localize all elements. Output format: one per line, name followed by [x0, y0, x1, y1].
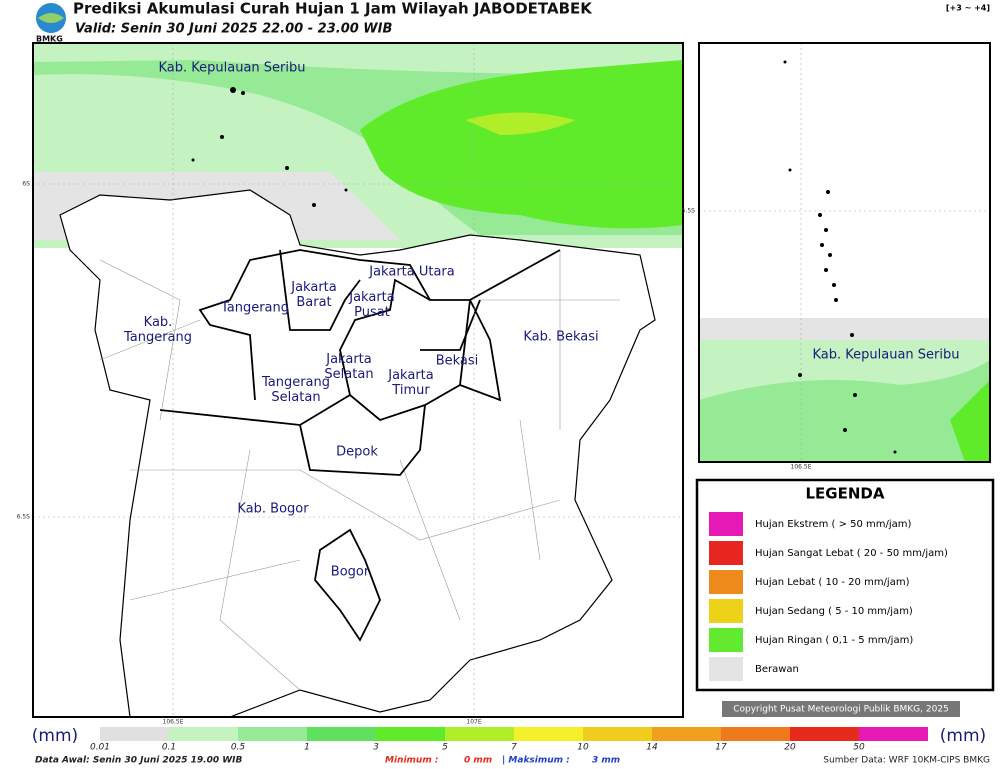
colorbar-segment: [238, 727, 307, 741]
legend-label: Hujan Lebat ( 10 - 20 mm/jam): [755, 577, 910, 588]
colorbar-segment: [100, 727, 169, 741]
region-label: Jakarta Selatan: [324, 352, 373, 382]
min-value: 0 mm: [464, 756, 492, 766]
legend-label: Hujan Ekstrem ( > 50 mm/jam): [755, 519, 912, 530]
region-label: Jakarta Pusat: [348, 290, 394, 320]
inset-frame: [698, 42, 991, 463]
region-label: Bogor: [331, 565, 370, 580]
colorbar-segment: [169, 727, 238, 741]
inset-axis-label: 5.5S: [682, 208, 696, 215]
max-value: 3 mm: [592, 756, 620, 766]
colorbar-segment: [445, 727, 514, 741]
source: Sumber Data: WRF 10KM-CIPS BMKG: [823, 756, 990, 766]
map-frame: [32, 42, 684, 718]
legend-label: Berawan: [755, 664, 799, 675]
legend-swatch: [709, 599, 743, 623]
axis-label: 107E: [466, 719, 481, 726]
inset-map: [698, 42, 991, 463]
colorbar-segment: [652, 727, 721, 741]
colorbar-tick-label: 3: [373, 743, 379, 753]
colorbar-tick-label: 0.1: [162, 743, 176, 753]
copyright: Copyright Pusat Meteorologi Publik BMKG,…: [733, 705, 949, 715]
graticule: [33, 43, 683, 717]
axis-label: 106.5E: [163, 719, 184, 726]
logo-shape: [38, 13, 64, 23]
unit-right: (mm): [940, 726, 986, 746]
region-label: Tangerang Selatan: [261, 375, 330, 405]
colorbar-segment: [376, 727, 445, 741]
colorbar-segment: [790, 727, 859, 741]
legend-swatch: [709, 512, 743, 536]
axis-label: 6.5S: [17, 514, 31, 521]
inset-cloud: [699, 318, 990, 340]
region-label: Kab. Tangerang: [123, 315, 192, 345]
region-label: Bekasi: [436, 354, 479, 369]
region-label: Jakarta Barat: [290, 280, 336, 310]
colorbar-tick-label: 20: [784, 743, 796, 753]
region-label: Kab. Bekasi: [523, 330, 598, 345]
region-label: Jakarta Timur: [387, 368, 433, 398]
colorbar-segment: [721, 727, 790, 741]
inset-rain-mid: [699, 360, 990, 462]
legend-label: Hujan Ringan ( 0,1 - 5 mm/jam): [755, 635, 913, 646]
colorbar-segment: [307, 727, 376, 741]
district-lines: [99, 250, 620, 691]
colorbar-tick-label: 1: [304, 743, 310, 753]
subtitle: Valid: Senin 30 Juni 2025 22.00 - 23.00 …: [75, 22, 392, 37]
legend-label: Hujan Sangat Lebat ( 20 - 50 mm/jam): [755, 548, 948, 559]
region-label: Kab. Kepulauan Seribu: [159, 61, 306, 76]
legend-swatch: [709, 628, 743, 652]
legend-swatch: [709, 657, 743, 681]
region-label: Kab. Bogor: [237, 502, 309, 517]
colorbar-segment: [514, 727, 583, 741]
colorbar-tick-label: 10: [577, 743, 589, 753]
title: Prediksi Akumulasi Curah Hujan 1 Jam Wil…: [73, 0, 593, 18]
legend-swatch: [709, 570, 743, 594]
rain-light-top: [33, 43, 683, 75]
islands: [191, 87, 348, 207]
legend-box: [695, 478, 995, 692]
axis-label: 6S: [22, 181, 30, 188]
colorbar-tick-label: 14: [646, 743, 658, 753]
region-label: Depok: [336, 445, 378, 460]
inset-axis-label: 106.5E: [791, 464, 812, 471]
colorbar-tick-label: 0.01: [90, 743, 110, 753]
colorbar-tick-label: 7: [511, 743, 517, 753]
regency-lines: [159, 249, 561, 642]
logo-text: BMKG: [36, 35, 63, 44]
lead-time: [+3 ~ +4]: [946, 4, 990, 13]
inset-graticule: [699, 43, 990, 462]
inset-islands: [783, 60, 897, 454]
colorbar-tick-label: 50: [853, 743, 865, 753]
region-label: Jakarta Utara: [368, 265, 455, 280]
legend-title: LEGENDA: [806, 485, 885, 503]
region-label: Tangerang: [220, 301, 289, 316]
legend-swatch: [709, 541, 743, 565]
colorbar-tick-label: 17: [715, 743, 727, 753]
colorbar-segment: [583, 727, 652, 741]
logo: [36, 3, 66, 33]
legend-label: Hujan Sedang ( 5 - 10 mm/jam): [755, 606, 913, 617]
colorbar-tick-label: 5: [442, 743, 448, 753]
colorbar-tick-label: 0.5: [231, 743, 246, 753]
max-label: | Maksimum :: [502, 756, 570, 766]
main-map: Kab. Kepulauan Seribu Jakarta Utara Jakart…: [17, 42, 684, 726]
data-start: Data Awal: Senin 30 Juni 2025 19.00 WIB: [35, 756, 243, 766]
min-label: Minimum :: [385, 756, 438, 766]
colorbar-segment: [859, 727, 928, 741]
rain-yellow-green: [465, 112, 575, 135]
inset-rain-bright: [950, 380, 990, 462]
unit-left: (mm): [32, 726, 78, 746]
rain-bright: [360, 60, 683, 229]
inset-label: Kab. Kepulauan Seribu: [813, 348, 960, 363]
copyright-box: [722, 701, 960, 717]
